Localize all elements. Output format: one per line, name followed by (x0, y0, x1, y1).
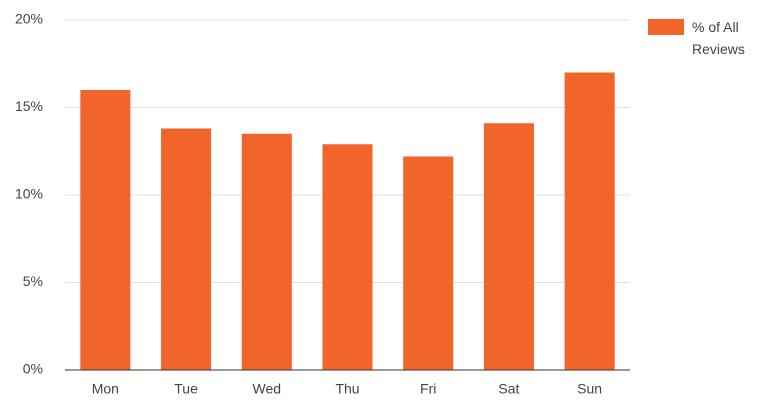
bar (564, 72, 615, 370)
y-tick-label: 5% (23, 273, 43, 289)
bar (161, 128, 212, 370)
x-tick-label: Mon (92, 381, 119, 397)
x-tick-label: Thu (335, 381, 359, 397)
legend-swatch (648, 19, 684, 35)
x-tick-label: Tue (174, 381, 198, 397)
x-tick-label: Fri (420, 381, 436, 397)
x-tick-label: Wed (253, 381, 282, 397)
legend: % of All Reviews (648, 16, 764, 60)
x-tick-label: Sun (577, 381, 602, 397)
y-tick-label: 10% (15, 186, 43, 202)
y-tick-label: 0% (23, 361, 43, 377)
bar (483, 123, 534, 370)
legend-label: % of All Reviews (692, 19, 745, 57)
bar (241, 133, 292, 370)
y-tick-label: 15% (15, 98, 43, 114)
y-tick-label: 20% (15, 11, 43, 27)
bar (322, 144, 373, 370)
bar (80, 90, 131, 370)
x-tick-label: Sat (498, 381, 519, 397)
bar (403, 156, 454, 370)
